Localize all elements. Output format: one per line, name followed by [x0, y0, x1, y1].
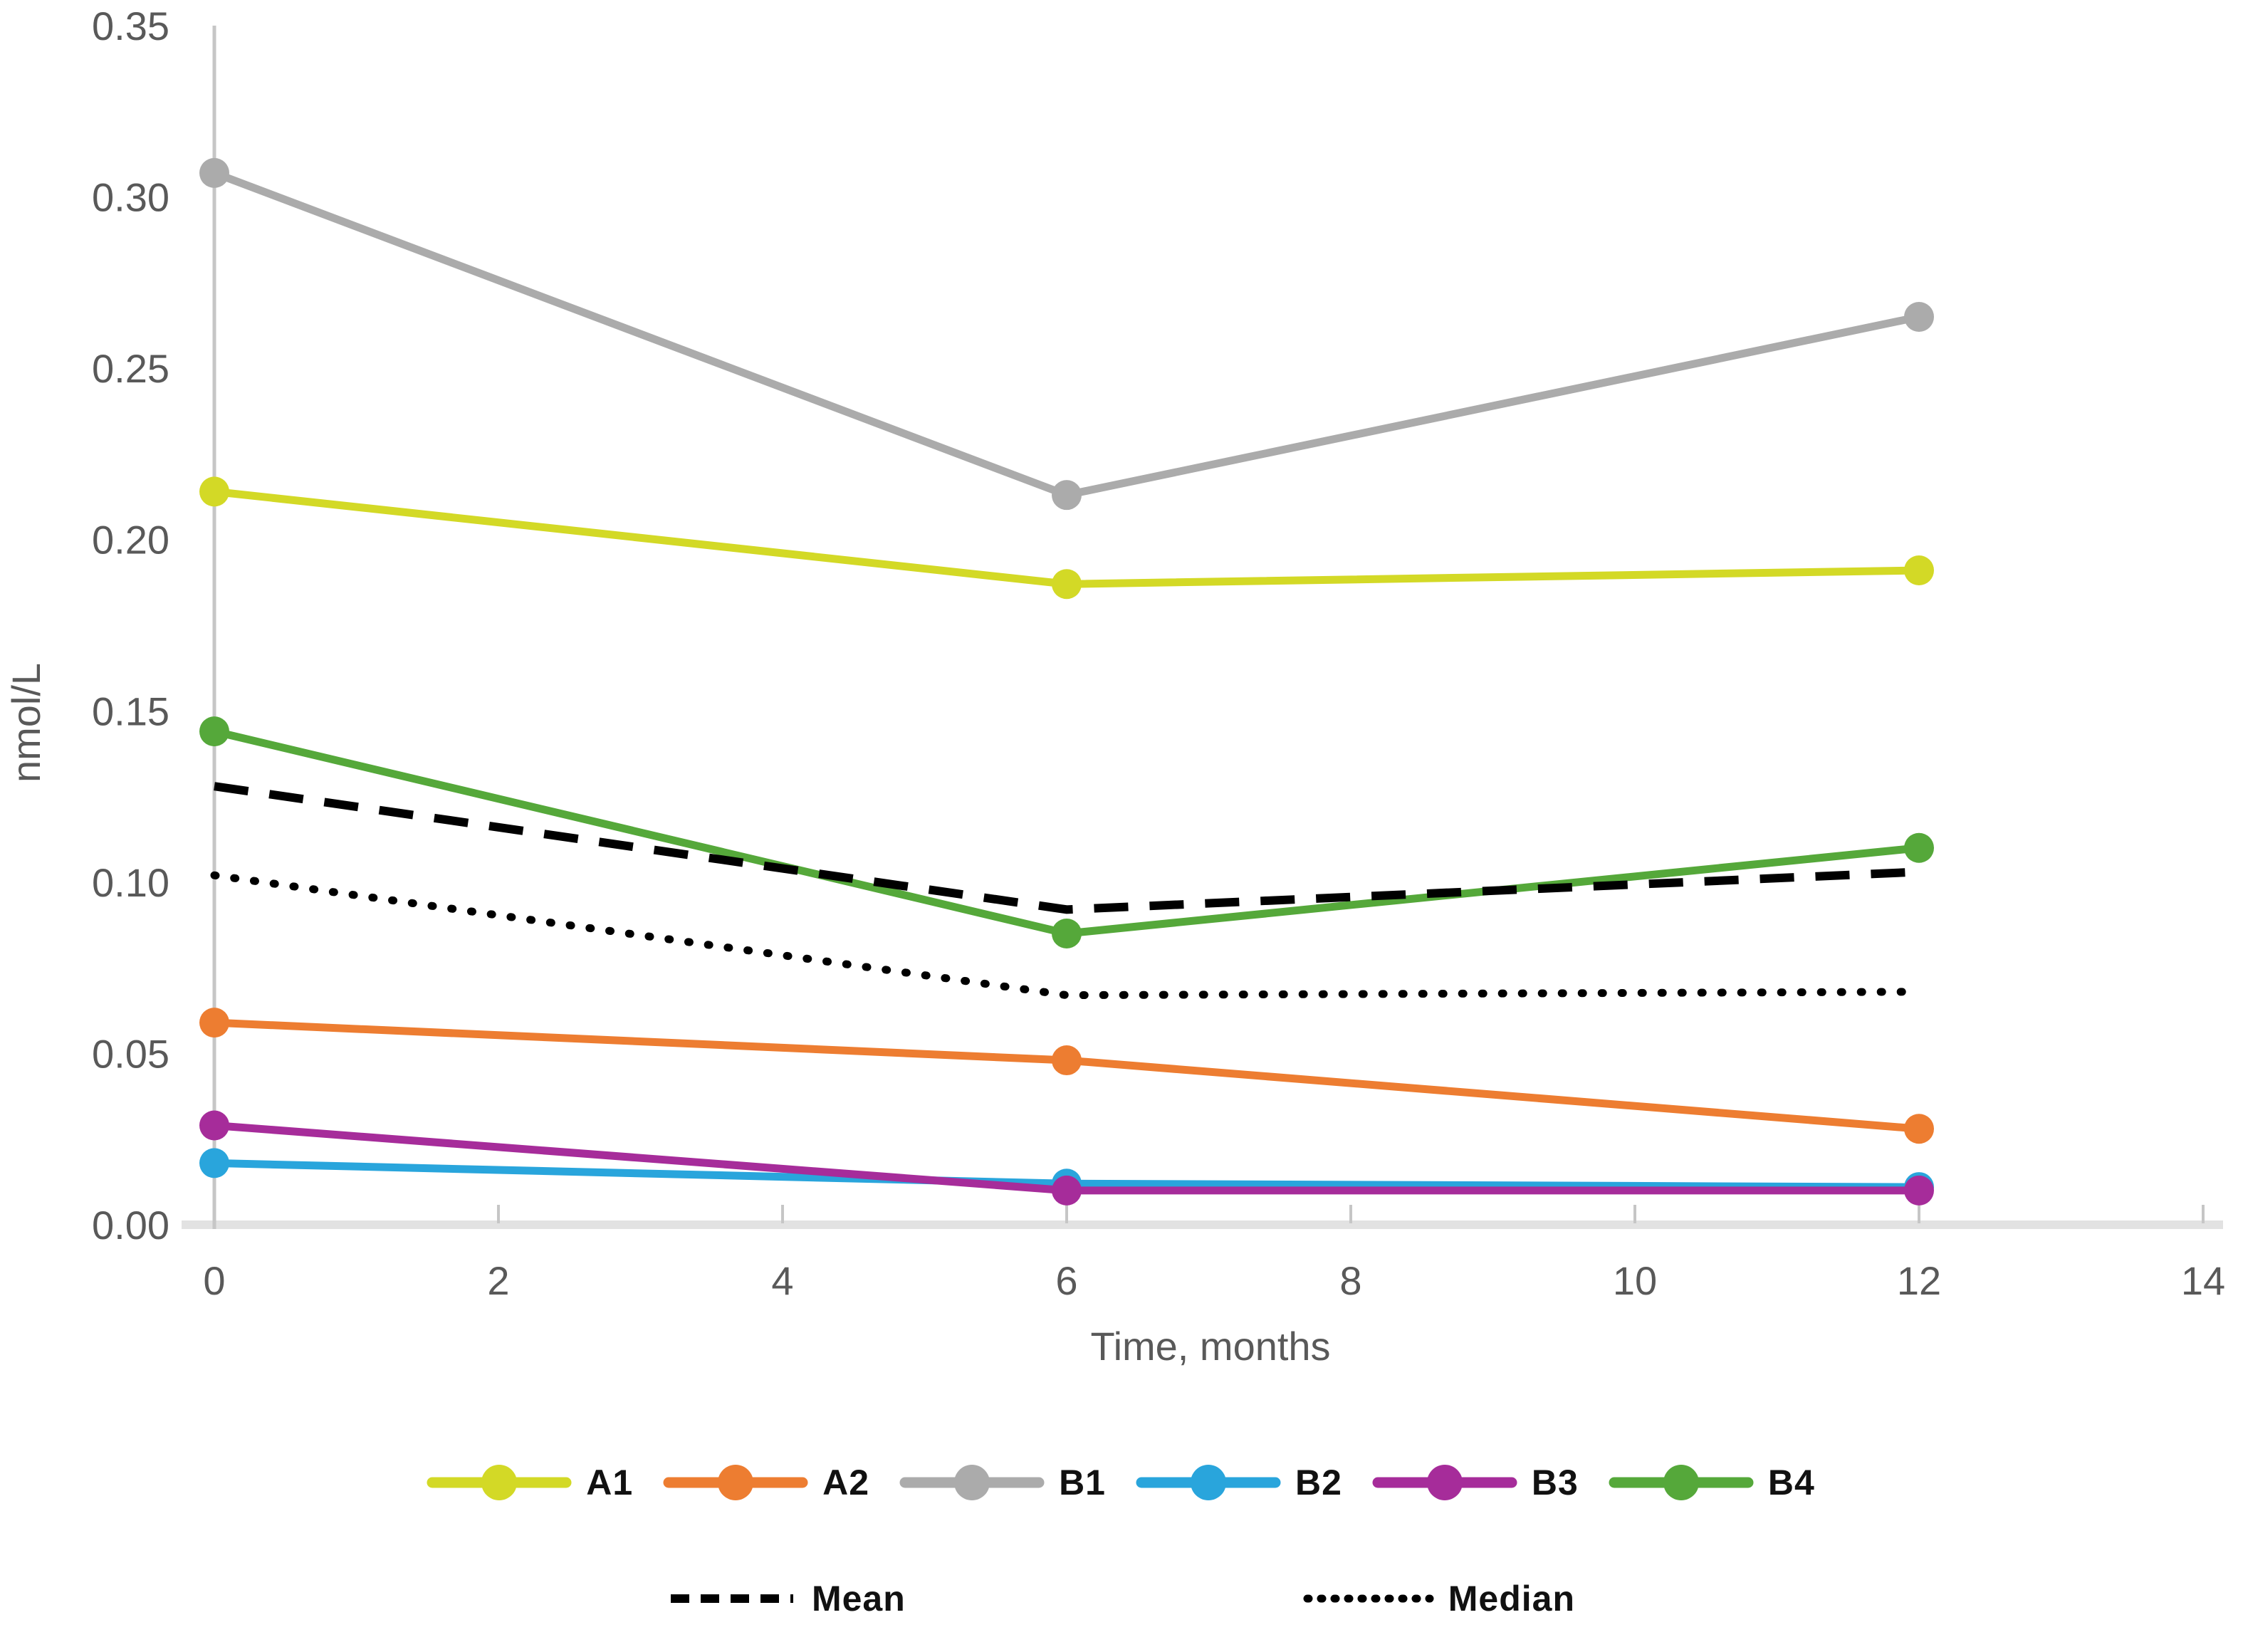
- line-chart: 0.35 0.30 0.25 0.20 0.15 0.10 0.05 0.00 …: [4, 4, 2225, 1369]
- y-tick-label: 0.35: [92, 4, 169, 48]
- legend-marker: [954, 1465, 990, 1500]
- x-tick-label: 6: [1055, 1258, 1077, 1303]
- series-point-A1: [1052, 569, 1082, 600]
- series-line-B4: [210, 727, 1923, 938]
- b1-line-marker-swatch: [899, 1465, 1045, 1500]
- legend-label-b4: B4: [1767, 1463, 1815, 1502]
- series-point-B4: [199, 716, 229, 747]
- series-point-A2: [1904, 1114, 1934, 1144]
- legend-item-a1: A1: [427, 1461, 634, 1504]
- series-layer: [199, 157, 1934, 1206]
- legend-label-a1: A1: [586, 1463, 634, 1502]
- series-point-B4: [1904, 832, 1934, 863]
- y-tick-label: 0.20: [92, 518, 169, 563]
- series-point-B1: [199, 157, 229, 188]
- y-tick-label: 0.25: [92, 346, 169, 391]
- legend-item-b3: B3: [1372, 1461, 1579, 1504]
- x-tick-label: 10: [1613, 1258, 1657, 1303]
- legend-item-b1: B1: [899, 1461, 1106, 1504]
- stat-line-mean: [214, 782, 1920, 914]
- series-point-B3: [1052, 1175, 1082, 1206]
- x-axis-title: Time, months: [1090, 1324, 1330, 1369]
- legend-item-b4: B4: [1609, 1461, 1815, 1504]
- b2-line-marker-swatch: [1136, 1465, 1281, 1500]
- b3-line-marker-swatch: [1372, 1465, 1517, 1500]
- series-point-B3: [199, 1110, 229, 1141]
- y-axis-title: nmol/L: [4, 663, 48, 783]
- y-tick-label: 0.00: [92, 1203, 169, 1248]
- legend-label-mean: Mean: [811, 1579, 906, 1619]
- a2-line-marker-swatch: [663, 1465, 808, 1500]
- series-point-B4: [1052, 919, 1082, 949]
- a1-line-marker-swatch: [427, 1465, 572, 1500]
- series-point-A2: [199, 1008, 229, 1038]
- y-axis-tick-labels: 0.35 0.30 0.25 0.20 0.15 0.10 0.05 0.00: [92, 4, 169, 1248]
- legend-stats: Mean Median: [0, 1578, 2243, 1619]
- y-tick-label: 0.15: [92, 689, 169, 733]
- series-point-A1: [199, 476, 229, 507]
- x-axis-tick-marks: [213, 1205, 2205, 1223]
- x-axis-tick-labels: 0 2 4 6 8 10 12 14: [203, 1258, 2225, 1303]
- mean-dashed-line-swatch: [670, 1594, 793, 1603]
- y-tick-label: 0.30: [92, 175, 169, 220]
- series-line-A2: [210, 1018, 1923, 1133]
- x-tick-label: 8: [1339, 1258, 1361, 1303]
- legend-label-b1: B1: [1059, 1463, 1106, 1502]
- series-point-B3: [1904, 1175, 1934, 1206]
- legend-series: A1 A2 B1 B2 B3 B4: [0, 1461, 2243, 1504]
- series-point-B1: [1052, 480, 1082, 511]
- x-tick-label: 14: [2181, 1258, 2225, 1303]
- legend-item-b2: B2: [1136, 1461, 1342, 1504]
- series-point-A1: [1904, 555, 1934, 586]
- y-tick-label: 0.10: [92, 860, 169, 905]
- legend-marker: [1426, 1465, 1463, 1500]
- legend-label-b2: B2: [1295, 1463, 1342, 1502]
- x-tick-label: 12: [1897, 1258, 1941, 1303]
- legend-label-a2: A2: [822, 1463, 870, 1502]
- series-point-A2: [1052, 1045, 1082, 1076]
- stat-line-median: [210, 871, 1923, 1000]
- b4-line-marker-swatch: [1609, 1465, 1754, 1500]
- x-tick-label: 2: [487, 1258, 509, 1303]
- legend-marker: [718, 1465, 754, 1500]
- series-point-B1: [1904, 301, 1934, 332]
- x-tick-label: 0: [203, 1258, 225, 1303]
- legend-label-b3: B3: [1531, 1463, 1579, 1502]
- median-dotted-line-swatch: [1303, 1594, 1434, 1603]
- legend-item-a2: A2: [663, 1461, 870, 1504]
- x-tick-label: 4: [771, 1258, 793, 1303]
- legend-label-median: Median: [1448, 1579, 1576, 1619]
- legend-item-mean: Mean: [668, 1578, 906, 1619]
- legend-marker: [1191, 1465, 1226, 1500]
- series-point-B2: [199, 1148, 229, 1178]
- legend-marker: [481, 1465, 518, 1500]
- y-tick-label: 0.05: [92, 1031, 169, 1076]
- legend-item-median: Median: [1303, 1578, 1576, 1619]
- legend-marker: [1663, 1465, 1699, 1500]
- series-line-B1: [210, 169, 1923, 499]
